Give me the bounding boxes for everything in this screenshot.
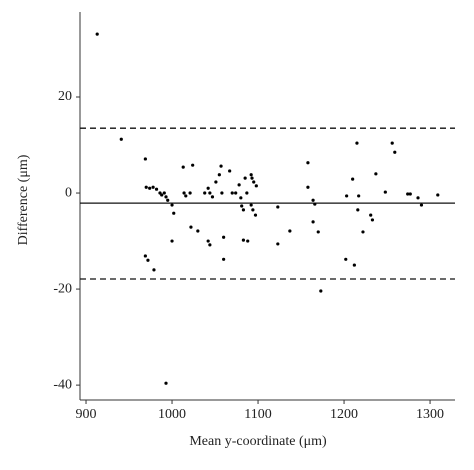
point [162, 191, 166, 195]
x-axis-label: Mean y-coordinate (μm) [189, 434, 327, 449]
point [383, 190, 387, 194]
point [249, 203, 253, 207]
point [95, 32, 99, 36]
x-tick-label: 1300 [416, 407, 444, 422]
x-tick-label: 900 [76, 407, 97, 422]
y-axis-label: Difference (μm) [16, 154, 31, 245]
point [170, 239, 174, 243]
point [254, 184, 258, 188]
point [241, 208, 246, 212]
point [219, 164, 223, 168]
point [240, 204, 244, 208]
point [160, 193, 164, 197]
point [245, 191, 249, 195]
point [406, 192, 410, 196]
point [189, 225, 193, 229]
point [182, 191, 186, 195]
point [222, 235, 226, 239]
x-tick-label: 1200 [330, 407, 358, 422]
point [241, 238, 246, 242]
point [306, 161, 310, 165]
point [144, 185, 148, 189]
point [369, 213, 373, 217]
y-tick-label: 0 [65, 185, 72, 200]
point [345, 194, 349, 198]
point [243, 176, 247, 180]
point [319, 289, 323, 293]
point [306, 185, 310, 189]
point [311, 220, 315, 224]
point [419, 203, 424, 207]
point [344, 257, 348, 261]
point [191, 163, 195, 167]
point [276, 242, 280, 246]
point [143, 254, 147, 258]
point [252, 180, 256, 184]
point [151, 185, 155, 189]
point [214, 180, 218, 184]
point [143, 157, 147, 161]
point [276, 205, 280, 209]
point [356, 208, 360, 212]
point [146, 258, 150, 262]
point [374, 172, 378, 176]
point [172, 211, 176, 215]
point [181, 165, 185, 169]
point [253, 213, 258, 217]
point [206, 239, 210, 243]
x-tick-label: 1000 [158, 407, 186, 422]
point [313, 202, 317, 206]
point [234, 191, 238, 195]
point [154, 187, 159, 191]
point [436, 193, 440, 197]
point [148, 186, 152, 190]
y-tick-label: 20 [58, 89, 72, 104]
y-tick-label: -20 [53, 281, 72, 296]
point [228, 169, 232, 173]
point [217, 173, 221, 177]
point [203, 191, 207, 195]
point [311, 198, 315, 202]
point [164, 381, 168, 385]
point [351, 177, 355, 181]
point [288, 229, 292, 233]
point [210, 195, 215, 199]
point [361, 230, 365, 234]
point [370, 218, 375, 222]
point [222, 257, 226, 261]
x-tick-label: 1100 [244, 407, 271, 422]
point [230, 191, 234, 195]
point [170, 203, 174, 207]
point [316, 230, 320, 234]
point [208, 243, 212, 247]
point [206, 186, 210, 190]
y-tick-label: -40 [53, 377, 72, 392]
point [390, 141, 394, 145]
point [237, 183, 241, 187]
point [166, 198, 170, 202]
point [246, 239, 250, 243]
point [352, 263, 356, 267]
point [355, 141, 359, 145]
point [416, 196, 420, 200]
point [188, 191, 192, 195]
point [408, 192, 412, 196]
point [239, 196, 243, 200]
point [249, 173, 253, 177]
point [208, 191, 212, 195]
point [152, 268, 156, 272]
point [164, 195, 168, 199]
point [196, 229, 200, 233]
point [251, 208, 255, 212]
point [119, 137, 123, 141]
point [357, 194, 361, 198]
point [250, 176, 254, 180]
point [220, 191, 224, 195]
point [393, 150, 397, 154]
point [184, 194, 188, 198]
